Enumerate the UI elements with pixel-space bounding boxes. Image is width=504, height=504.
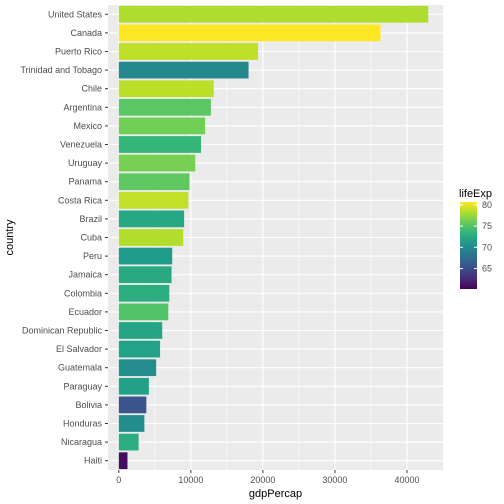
bar <box>118 247 173 265</box>
bar <box>118 396 147 414</box>
bar <box>118 415 145 432</box>
bar <box>118 117 206 135</box>
y-tick-label: Haiti <box>84 456 102 466</box>
bar <box>118 340 161 358</box>
bar <box>118 173 190 191</box>
y-tick-label: Paraguay <box>63 381 102 391</box>
bar <box>118 377 149 395</box>
y-tick-label: Panama <box>68 177 102 187</box>
bar <box>118 322 163 339</box>
bar <box>118 80 214 98</box>
x-tick-label: 0 <box>116 475 121 485</box>
y-tick-label: Jamaica <box>68 270 102 280</box>
bar <box>118 452 128 470</box>
bar <box>118 98 211 116</box>
bar <box>118 43 259 60</box>
y-tick-label: Dominican Republic <box>22 326 103 336</box>
y-tick-label: Trinidad and Tobago <box>20 65 102 75</box>
legend-label: 65 <box>482 264 492 274</box>
bar <box>118 61 249 79</box>
x-tick-label: 20000 <box>250 475 275 485</box>
legend-title: lifeExp <box>459 188 492 200</box>
y-tick-label: Peru <box>83 251 102 261</box>
color-legend: lifeExp 65 70 75 80 <box>459 188 492 289</box>
legend-label: 75 <box>482 221 492 231</box>
bar <box>118 229 184 246</box>
y-tick-label: Costa Rica <box>58 195 102 205</box>
x-axis: 0 10000 20000 30000 40000 <box>116 470 419 485</box>
x-tick-label: 30000 <box>322 475 347 485</box>
bar <box>118 5 429 23</box>
y-tick-label: Puerto Rico <box>55 47 102 57</box>
bar <box>118 266 172 284</box>
y-tick-label: Cuba <box>80 233 102 243</box>
y-axis-title: country <box>4 219 16 256</box>
y-tick-label: Mexico <box>73 121 102 131</box>
y-tick-label: Chile <box>81 84 102 94</box>
bar <box>118 284 170 302</box>
y-tick-label: Venezuela <box>60 140 102 150</box>
bar <box>118 210 185 228</box>
legend-label: 80 <box>482 200 492 210</box>
y-tick-label: Brazil <box>79 214 102 224</box>
y-tick-label: Nicaragua <box>61 437 102 447</box>
bar <box>118 154 196 172</box>
bar <box>118 303 169 321</box>
y-axis: United States Canada Puerto Rico Trinidad a… <box>20 9 108 466</box>
y-tick-label: Uruguay <box>68 158 103 168</box>
legend-colorbar <box>460 202 477 289</box>
y-tick-label: Honduras <box>63 419 103 429</box>
bar <box>118 433 139 451</box>
bar <box>118 191 189 209</box>
y-tick-label: Colombia <box>64 288 102 298</box>
y-tick-label: El Salvador <box>56 344 102 354</box>
y-tick-label: Ecuador <box>68 307 102 317</box>
y-tick-label: Argentina <box>63 102 102 112</box>
x-tick-label: 40000 <box>394 475 419 485</box>
legend-label: 70 <box>482 242 492 252</box>
bar <box>118 359 157 377</box>
bar <box>118 24 381 42</box>
y-tick-label: Canada <box>70 28 102 38</box>
bar <box>118 136 202 153</box>
y-tick-label: Bolivia <box>75 400 102 410</box>
x-axis-title: gdpPercap <box>249 488 302 500</box>
y-tick-label: Guatemala <box>58 363 102 373</box>
y-tick-label: United States <box>48 9 103 19</box>
x-tick-label: 10000 <box>178 475 203 485</box>
bars <box>118 5 429 470</box>
